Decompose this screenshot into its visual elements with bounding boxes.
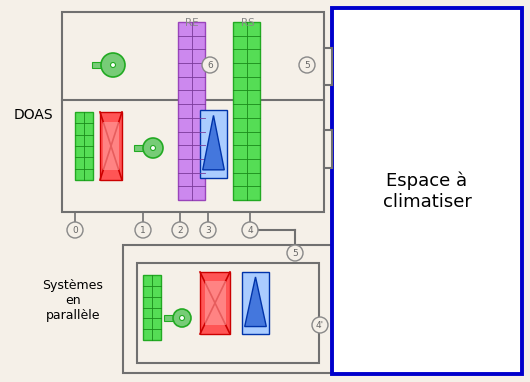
Circle shape — [200, 222, 216, 238]
Bar — [164, 315, 173, 321]
Text: 3: 3 — [205, 225, 211, 235]
Bar — [233, 22, 260, 200]
Text: 5: 5 — [292, 249, 298, 257]
Circle shape — [67, 222, 83, 238]
Bar — [143, 275, 161, 340]
Circle shape — [143, 138, 163, 158]
Bar — [324, 130, 332, 168]
Bar — [324, 48, 332, 85]
Circle shape — [110, 63, 116, 68]
Text: 6: 6 — [207, 60, 213, 70]
Bar — [242, 272, 269, 334]
Circle shape — [180, 316, 184, 320]
Polygon shape — [202, 115, 224, 170]
Circle shape — [242, 222, 258, 238]
Circle shape — [173, 309, 191, 327]
Bar — [123, 245, 333, 373]
Polygon shape — [245, 277, 266, 327]
Bar — [332, 8, 522, 374]
Text: 4': 4' — [316, 320, 324, 330]
Text: Espace à
climatiser: Espace à climatiser — [383, 172, 472, 210]
Text: RE: RE — [185, 18, 199, 28]
Text: DOAS: DOAS — [13, 108, 53, 122]
Bar — [137, 263, 319, 363]
Text: 5: 5 — [304, 60, 310, 70]
Text: RS: RS — [241, 18, 255, 28]
Bar — [200, 272, 230, 334]
Text: 1: 1 — [140, 225, 146, 235]
Circle shape — [202, 57, 218, 73]
Text: Systèmes
en
parallèle: Systèmes en parallèle — [42, 278, 103, 322]
Circle shape — [287, 245, 303, 261]
Bar — [75, 112, 93, 180]
Bar — [103, 122, 119, 170]
Bar — [205, 281, 225, 325]
Circle shape — [135, 222, 151, 238]
Bar — [178, 22, 205, 200]
Circle shape — [299, 57, 315, 73]
Circle shape — [312, 317, 328, 333]
Circle shape — [151, 146, 155, 151]
Bar — [62, 12, 324, 212]
Circle shape — [101, 53, 125, 77]
Text: 0: 0 — [72, 225, 78, 235]
Bar — [100, 112, 122, 180]
Bar — [92, 62, 101, 68]
Bar — [200, 110, 227, 178]
Circle shape — [172, 222, 188, 238]
Text: 4: 4 — [247, 225, 253, 235]
Text: 2: 2 — [177, 225, 183, 235]
Bar — [134, 145, 143, 151]
